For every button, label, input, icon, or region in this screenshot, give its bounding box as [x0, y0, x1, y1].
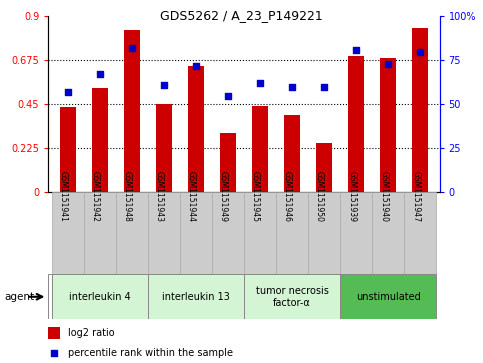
- Bar: [252, 106, 268, 192]
- Bar: [124, 30, 140, 192]
- Point: [256, 80, 264, 86]
- Bar: [188, 66, 204, 192]
- Point: [192, 63, 199, 69]
- Text: GSM1151947: GSM1151947: [412, 171, 420, 222]
- Bar: [340, 274, 436, 319]
- Point: [64, 89, 71, 95]
- Text: log2 ratio: log2 ratio: [68, 328, 114, 338]
- Text: GSM1151950: GSM1151950: [315, 171, 324, 222]
- Bar: [52, 274, 148, 319]
- Bar: [59, 107, 75, 192]
- Bar: [404, 192, 436, 274]
- Text: GSM1151946: GSM1151946: [283, 171, 292, 222]
- Bar: [148, 192, 180, 274]
- Bar: [412, 28, 428, 192]
- Point: [128, 45, 136, 51]
- Bar: [284, 115, 300, 192]
- Text: interleukin 13: interleukin 13: [162, 292, 230, 302]
- Text: interleukin 4: interleukin 4: [69, 292, 130, 302]
- Text: GSM1151948: GSM1151948: [123, 171, 132, 222]
- Point: [96, 72, 103, 77]
- Bar: [180, 192, 212, 274]
- Text: GSM1151940: GSM1151940: [379, 171, 388, 222]
- Bar: [372, 192, 404, 274]
- Bar: [308, 192, 340, 274]
- Bar: [276, 192, 308, 274]
- Text: GSM1151939: GSM1151939: [347, 171, 356, 222]
- Text: GSM1151941: GSM1151941: [58, 171, 68, 222]
- Text: percentile rank within the sample: percentile rank within the sample: [68, 348, 233, 358]
- Bar: [92, 88, 108, 192]
- Point: [224, 93, 232, 98]
- Bar: [156, 105, 172, 192]
- Point: [352, 47, 360, 53]
- Text: GDS5262 / A_23_P149221: GDS5262 / A_23_P149221: [160, 9, 323, 22]
- Point: [416, 49, 424, 54]
- Point: [384, 61, 392, 67]
- Bar: [380, 58, 396, 192]
- Bar: [48, 327, 60, 339]
- Bar: [115, 192, 148, 274]
- Text: GSM1151942: GSM1151942: [91, 171, 99, 222]
- Point: [293, 279, 301, 285]
- Text: agent: agent: [5, 292, 35, 302]
- Point: [160, 82, 168, 88]
- Point: [320, 84, 328, 90]
- Text: GSM1151943: GSM1151943: [155, 171, 164, 222]
- Bar: [52, 192, 84, 274]
- Bar: [148, 274, 244, 319]
- Bar: [244, 274, 340, 319]
- Bar: [212, 192, 244, 274]
- Point: [288, 84, 296, 90]
- Text: unstimulated: unstimulated: [356, 292, 421, 302]
- Bar: [316, 143, 332, 192]
- Bar: [84, 192, 115, 274]
- Text: GSM1151945: GSM1151945: [251, 171, 260, 222]
- Bar: [244, 192, 276, 274]
- Bar: [220, 133, 236, 192]
- Text: GSM1151944: GSM1151944: [187, 171, 196, 222]
- Bar: [340, 192, 372, 274]
- Text: GSM1151949: GSM1151949: [219, 171, 228, 222]
- Bar: [348, 56, 364, 192]
- Text: tumor necrosis
factor-α: tumor necrosis factor-α: [256, 286, 328, 307]
